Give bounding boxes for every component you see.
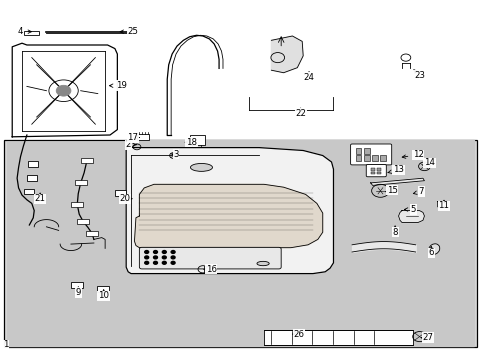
Circle shape: [144, 261, 148, 264]
Bar: [115, 190, 125, 196]
Bar: [24, 189, 34, 194]
Text: 13: 13: [387, 166, 403, 175]
Text: 23: 23: [413, 70, 424, 80]
Circle shape: [144, 251, 148, 253]
Text: 20: 20: [119, 194, 132, 203]
Polygon shape: [437, 202, 444, 208]
Bar: [355, 148, 361, 154]
Bar: [189, 135, 205, 145]
Polygon shape: [12, 43, 117, 137]
Bar: [86, 231, 98, 236]
Text: 17: 17: [127, 133, 139, 142]
Bar: [376, 172, 381, 174]
Bar: [81, 158, 93, 163]
Text: 3: 3: [172, 150, 179, 159]
Text: 4: 4: [18, 27, 31, 36]
Bar: [27, 175, 37, 181]
Bar: [137, 134, 149, 140]
Circle shape: [162, 256, 166, 259]
Bar: [264, 330, 412, 345]
Bar: [370, 168, 374, 171]
Bar: [363, 148, 369, 154]
Text: 6: 6: [427, 247, 433, 257]
Bar: [363, 155, 369, 161]
Circle shape: [171, 261, 175, 264]
Text: 10: 10: [98, 290, 109, 300]
Text: 26: 26: [292, 330, 304, 338]
Polygon shape: [370, 178, 424, 185]
Text: 7: 7: [412, 187, 424, 196]
Ellipse shape: [257, 261, 269, 266]
Ellipse shape: [190, 163, 212, 171]
Circle shape: [153, 261, 157, 264]
Text: 8: 8: [391, 226, 397, 237]
Bar: [355, 155, 361, 161]
Bar: [370, 172, 374, 174]
Circle shape: [144, 256, 148, 259]
Text: 5: 5: [404, 205, 415, 214]
Bar: [77, 219, 89, 224]
FancyBboxPatch shape: [4, 140, 476, 347]
Text: 11: 11: [438, 201, 448, 210]
Bar: [97, 286, 108, 292]
Polygon shape: [126, 144, 333, 274]
Bar: [376, 168, 381, 171]
Text: 25: 25: [120, 27, 138, 36]
Polygon shape: [398, 211, 424, 222]
Text: 9: 9: [76, 287, 81, 297]
Circle shape: [162, 261, 166, 264]
Text: 21: 21: [35, 193, 45, 203]
Text: 12: 12: [402, 150, 423, 159]
Text: 15: 15: [385, 186, 397, 195]
Text: 19: 19: [109, 81, 126, 90]
Circle shape: [153, 256, 157, 259]
Text: 27: 27: [421, 333, 432, 342]
Text: 2: 2: [125, 140, 136, 149]
Bar: [204, 266, 215, 272]
Circle shape: [162, 251, 166, 253]
Ellipse shape: [428, 244, 439, 255]
Bar: [71, 202, 83, 207]
Text: 24: 24: [303, 72, 314, 82]
FancyBboxPatch shape: [366, 165, 386, 177]
Bar: [380, 155, 386, 161]
Polygon shape: [134, 184, 322, 248]
Circle shape: [153, 251, 157, 253]
Polygon shape: [271, 36, 303, 73]
Polygon shape: [7, 140, 473, 346]
Text: 22: 22: [295, 108, 305, 118]
Bar: [28, 161, 38, 167]
Circle shape: [56, 85, 71, 96]
Text: 1: 1: [3, 341, 9, 349]
Circle shape: [171, 256, 175, 259]
Text: 18: 18: [185, 138, 197, 147]
Text: 16: 16: [203, 265, 216, 274]
Bar: [71, 282, 83, 288]
Circle shape: [171, 251, 175, 253]
FancyBboxPatch shape: [139, 247, 281, 269]
FancyBboxPatch shape: [350, 144, 391, 165]
Bar: [371, 155, 377, 161]
Bar: [75, 180, 86, 185]
Text: 14: 14: [422, 158, 434, 167]
Bar: [24, 31, 39, 35]
